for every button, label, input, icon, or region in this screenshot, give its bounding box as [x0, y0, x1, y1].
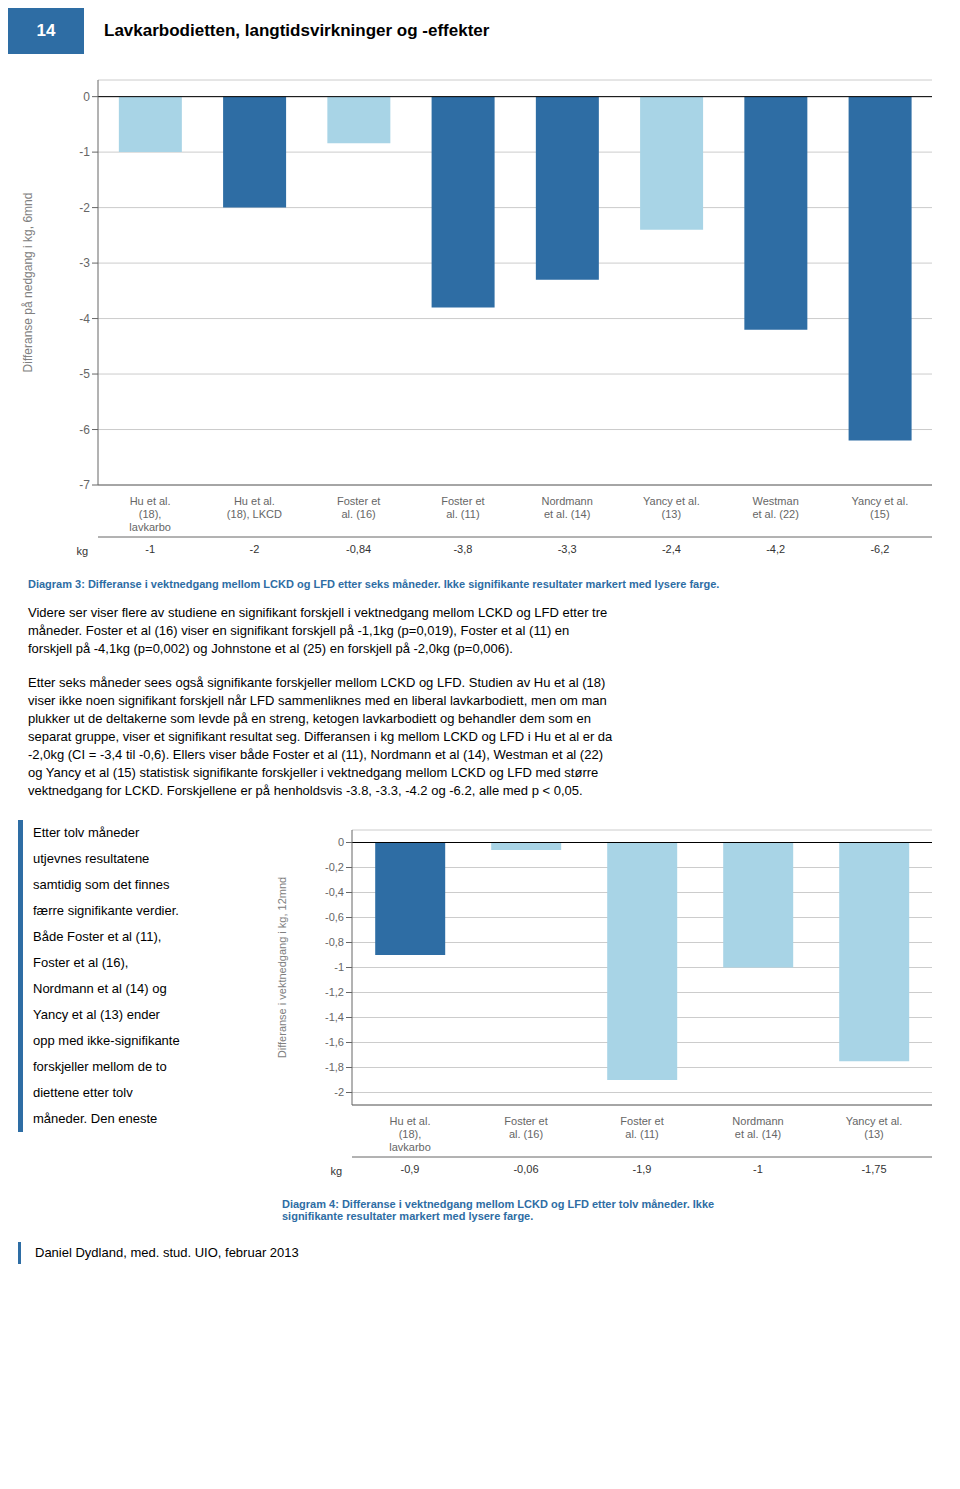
svg-text:Foster etal. (11): Foster etal. (11): [441, 495, 484, 520]
svg-text:Nordmannet al. (14): Nordmannet al. (14): [541, 495, 592, 520]
svg-text:Differanse i vektnedgang i kg,: Differanse i vektnedgang i kg, 12mnd: [276, 877, 288, 1058]
svg-text:-1,75: -1,75: [861, 1163, 886, 1175]
svg-text:-0,84: -0,84: [346, 543, 371, 555]
svg-text:Differanse på nedgang i kg, 6m: Differanse på nedgang i kg, 6mnd: [21, 193, 35, 373]
svg-text:-6,2: -6,2: [870, 543, 889, 555]
svg-text:-1,9: -1,9: [633, 1163, 652, 1175]
svg-text:Hu et al.(18),lavkarbo: Hu et al.(18),lavkarbo: [129, 495, 171, 533]
svg-text:-1: -1: [145, 543, 155, 555]
svg-text:kg: kg: [330, 1165, 342, 1177]
svg-text:Yancy et al.(13): Yancy et al.(13): [846, 1115, 903, 1140]
svg-text:-4,2: -4,2: [766, 543, 785, 555]
svg-text:Westmanet al. (22): Westmanet al. (22): [752, 495, 798, 520]
svg-text:-0,8: -0,8: [325, 936, 344, 948]
svg-text:Hu et al.(18), LKCD: Hu et al.(18), LKCD: [227, 495, 282, 520]
svg-text:-2,4: -2,4: [662, 543, 681, 555]
svg-text:Yancy et al.(15): Yancy et al.(15): [852, 495, 909, 520]
svg-text:-5: -5: [79, 367, 90, 381]
svg-text:-7: -7: [79, 478, 90, 492]
html-text:Lavkarbodietten, langtidsvirkn: Lavkarbodietten, langtidsvirkninger og -…: [104, 21, 490, 40]
svg-text:-3,3: -3,3: [558, 543, 577, 555]
svg-text:-2: -2: [249, 543, 259, 555]
svg-text:Foster etal. (16): Foster etal. (16): [504, 1115, 547, 1140]
html-text:Diagram 3: Differanse i vektne: Diagram 3: Differanse i vektnedgang mell…: [28, 578, 720, 590]
html-text:14: 14: [36, 21, 56, 40]
html-text:Etter tolv måneder utjevnes re: Etter tolv måneder utjevnes resultatene …: [33, 825, 180, 1126]
html-text:Etter seks måneder sees også s: Etter seks måneder sees også signifikant…: [28, 675, 613, 798]
html-text:Daniel Dydland, med. stud. UIO: Daniel Dydland, med. stud. UIO, februar …: [35, 1245, 299, 1260]
svg-text:-0,2: -0,2: [325, 861, 344, 873]
svg-text:-0,9: -0,9: [401, 1163, 420, 1175]
svg-text:-4: -4: [79, 312, 90, 326]
svg-text:-0,6: -0,6: [325, 911, 344, 923]
svg-text:Yancy et al.(13): Yancy et al.(13): [643, 495, 700, 520]
svg-text:-2: -2: [79, 201, 90, 215]
svg-text:0: 0: [338, 836, 344, 848]
svg-text:kg: kg: [76, 545, 88, 557]
svg-text:-6: -6: [79, 423, 90, 437]
svg-text:-1,6: -1,6: [325, 1036, 344, 1048]
svg-text:-3,8: -3,8: [453, 543, 472, 555]
svg-text:-1: -1: [753, 1163, 763, 1175]
svg-text:Hu et al.(18),lavkarbo: Hu et al.(18),lavkarbo: [389, 1115, 431, 1153]
svg-text:Foster etal. (11): Foster etal. (11): [620, 1115, 663, 1140]
svg-text:Foster etal. (16): Foster etal. (16): [337, 495, 380, 520]
html-text:Diagram 4: Differanse i vektne: Diagram 4: Differanse i vektnedgang mell…: [282, 1198, 715, 1222]
svg-text:Nordmannet al. (14): Nordmannet al. (14): [732, 1115, 783, 1140]
svg-text:-0,06: -0,06: [513, 1163, 538, 1175]
svg-text:-1,2: -1,2: [325, 986, 344, 998]
html-text:Videre ser viser flere av stud: Videre ser viser flere av studiene en si…: [28, 605, 608, 656]
svg-text:-1: -1: [79, 145, 90, 159]
svg-text:-1,4: -1,4: [325, 1011, 344, 1023]
svg-text:0: 0: [83, 90, 90, 104]
svg-text:-0,4: -0,4: [325, 886, 344, 898]
svg-text:-3: -3: [79, 256, 90, 270]
svg-text:-1: -1: [334, 961, 344, 973]
svg-text:-2: -2: [334, 1086, 344, 1098]
svg-text:-1,8: -1,8: [325, 1061, 344, 1073]
